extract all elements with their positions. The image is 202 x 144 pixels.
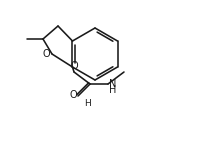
Text: O: O [42, 49, 50, 59]
Text: O: O [70, 61, 77, 71]
Text: H: H [84, 100, 91, 108]
Text: N: N [108, 79, 116, 89]
Text: H: H [108, 85, 116, 95]
Text: O: O [69, 90, 77, 100]
